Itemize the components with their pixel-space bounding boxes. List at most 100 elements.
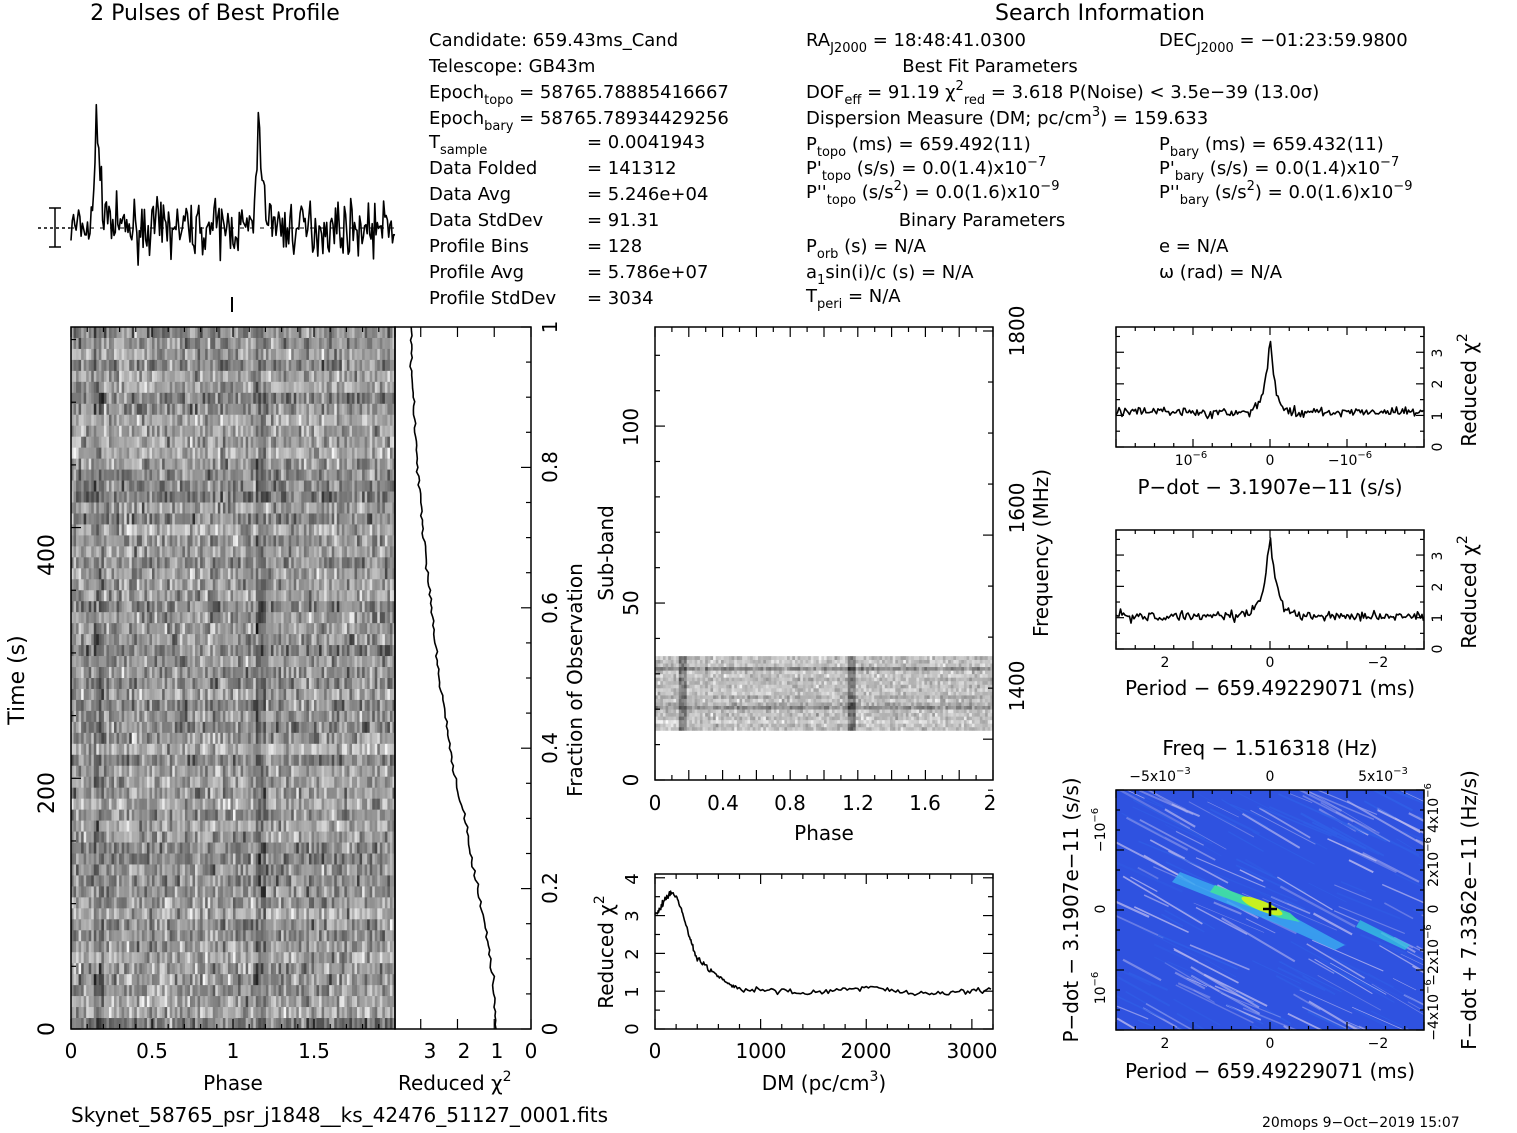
time-phase-cell — [291, 634, 295, 646]
time-phase-cell — [291, 502, 295, 514]
time-phase-cell — [321, 392, 325, 405]
time-phase-cell — [357, 645, 360, 657]
time-phase-cell — [172, 502, 176, 514]
time-phase-cell — [341, 447, 345, 460]
time-phase-cell — [184, 743, 188, 756]
time-phase-cell — [263, 699, 267, 712]
time-phase-cell — [71, 359, 74, 372]
time-phase-cell — [202, 359, 206, 372]
time-phase-cell — [362, 732, 366, 745]
time-phase-cell — [205, 425, 209, 438]
time-phase-cell — [217, 337, 221, 350]
time-phase-cell — [255, 645, 259, 657]
time-phase-cell — [71, 436, 74, 449]
time-phase-cell — [367, 688, 371, 701]
time-phase-cell — [367, 447, 371, 460]
time-phase-cell — [76, 678, 79, 690]
time-phase-cell — [278, 491, 282, 503]
time-phase-cell — [354, 370, 358, 383]
time-phase-cell — [81, 667, 85, 679]
time-phase-cell — [336, 370, 340, 383]
time-phase-cell — [255, 710, 259, 723]
time-phase-cell — [71, 513, 74, 525]
time-phase-cell — [78, 381, 82, 394]
time-phase-cell — [192, 645, 196, 657]
time-phase-cell — [172, 557, 176, 569]
time-phase-cell — [321, 732, 325, 745]
time-phase-cell — [108, 645, 112, 657]
time-phase-cell — [157, 623, 160, 635]
time-phase-cell — [291, 436, 295, 449]
time-phase-cell — [73, 502, 77, 514]
time-phase-cell — [174, 667, 178, 679]
time-phase-cell — [359, 645, 363, 657]
time-phase-cell — [187, 645, 191, 657]
time-phase-cell — [336, 327, 340, 339]
time-phase-cell — [210, 392, 214, 405]
time-phase-cell — [149, 535, 153, 547]
time-phase-cell — [172, 447, 176, 460]
time-phase-cell — [357, 403, 360, 416]
time-phase-cell — [88, 557, 92, 569]
time-phase-cell — [382, 699, 386, 712]
time-phase-cell — [319, 491, 322, 503]
time-phase-cell — [159, 623, 163, 635]
time-phase-cell — [212, 721, 216, 734]
time-phase-cell — [139, 601, 143, 613]
time-phase-cell — [184, 568, 188, 580]
time-phase-cell — [179, 524, 183, 536]
time-phase-cell — [177, 601, 181, 613]
time-phase-cell — [108, 359, 112, 372]
time-phase-cell — [346, 458, 350, 470]
time-phase-cell — [169, 557, 173, 569]
time-phase-cell — [389, 590, 393, 602]
time-phase-cell — [283, 688, 287, 701]
time-phase-cell — [268, 381, 272, 394]
time-phase-cell — [182, 414, 186, 427]
time-phase-cell — [250, 634, 254, 646]
time-phase-cell — [250, 568, 254, 580]
time-phase-cell — [387, 436, 391, 449]
time-phase-cell — [273, 469, 277, 481]
time-phase-cell — [177, 645, 181, 657]
time-phase-cell — [202, 710, 206, 723]
time-phase-cell — [344, 327, 348, 339]
time-phase-cell — [311, 447, 315, 460]
telescope-line: Telescope: GB43m — [428, 56, 595, 77]
time-phase-cell — [362, 645, 366, 657]
time-phase-cell — [98, 359, 102, 372]
time-phase-cell — [303, 403, 307, 416]
time-phase-cell — [354, 392, 358, 405]
time-phase-cell — [359, 579, 363, 591]
time-phase-cell — [103, 699, 107, 712]
time-phase-cell — [351, 579, 355, 591]
time-phase-cell — [314, 392, 317, 405]
time-phase-cell — [357, 392, 360, 405]
time-phase-cell — [260, 337, 264, 350]
time-phase-cell — [129, 667, 133, 679]
time-phase-cell — [278, 480, 282, 492]
time-phase-cell — [248, 623, 252, 635]
time-phase-cell — [379, 392, 383, 405]
time-phase-cell — [296, 502, 300, 514]
time-phase-cell — [384, 645, 388, 657]
time-phase-cell — [215, 491, 219, 503]
time-phase-cell — [126, 710, 130, 723]
time-phase-cell — [182, 480, 186, 492]
time-phase-cell — [195, 370, 198, 383]
time-phase-cell — [114, 327, 117, 339]
time-phase-cell — [157, 370, 160, 383]
time-phase-cell — [260, 579, 264, 591]
time-phase-cell — [136, 348, 140, 361]
time-phase-cell — [152, 414, 155, 427]
time-phase-cell — [162, 414, 166, 427]
time-phase-cell — [321, 469, 325, 481]
time-phase-cell — [349, 436, 353, 449]
time-phase-cell — [255, 381, 259, 394]
time-phase-cell — [124, 579, 128, 591]
time-phase-cell — [235, 359, 239, 372]
time-phase-cell — [129, 743, 133, 756]
time-phase-cell — [314, 601, 317, 613]
time-phase-cell — [367, 348, 371, 361]
time-phase-cell — [263, 425, 267, 438]
